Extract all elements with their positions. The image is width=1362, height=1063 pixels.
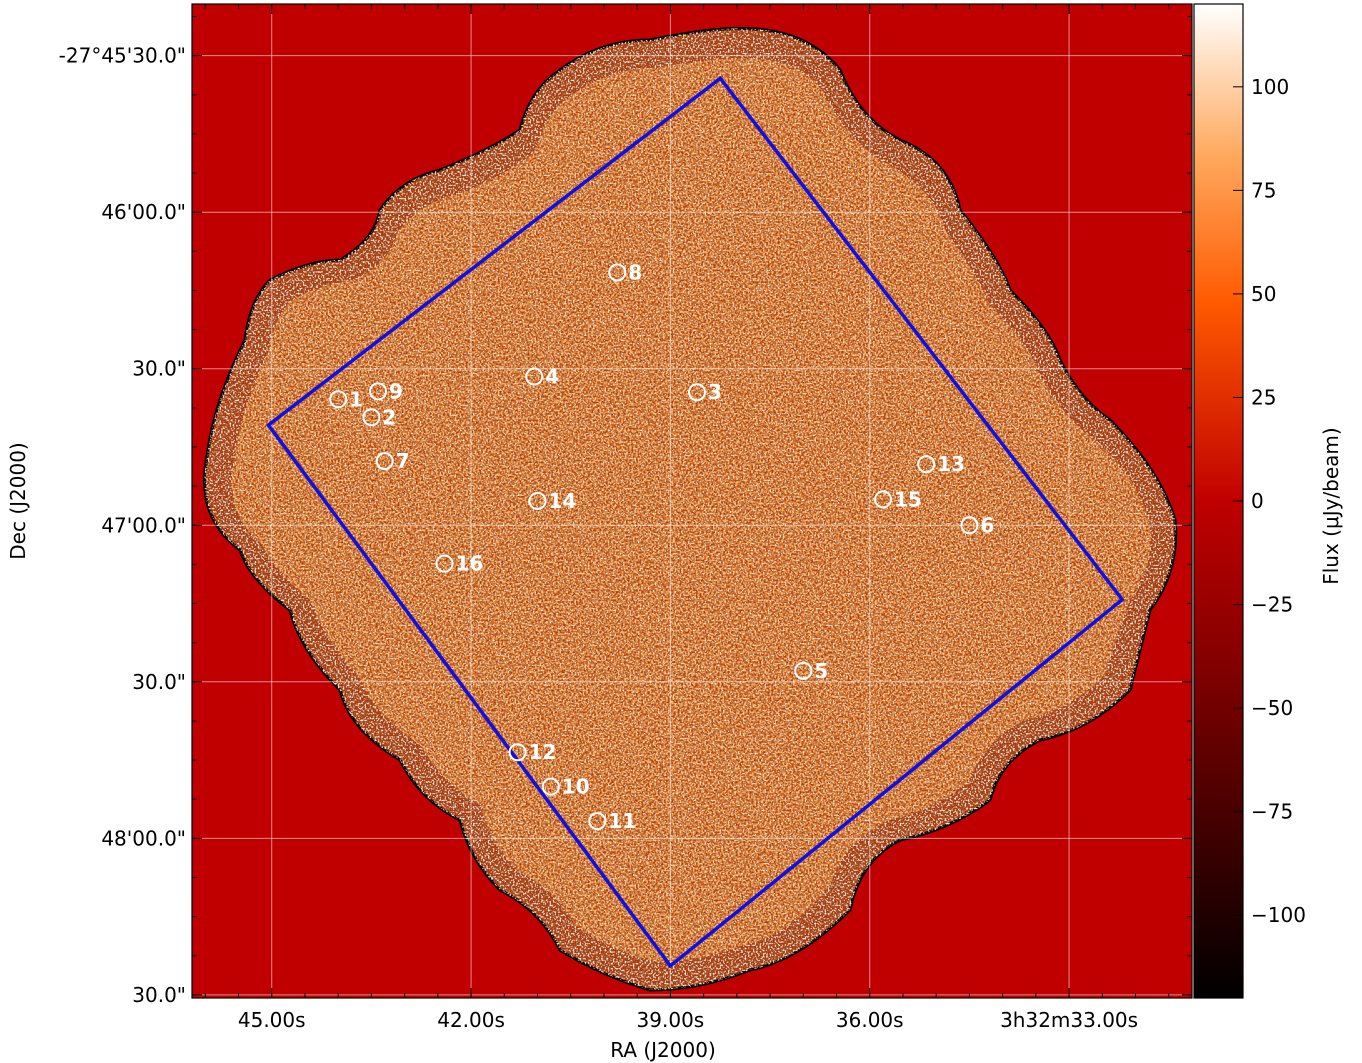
source-label-12: 12 xyxy=(529,740,557,764)
y-tick-label-3: 47'00.0" xyxy=(101,513,186,537)
source-label-13: 13 xyxy=(937,452,965,476)
source-label-9: 9 xyxy=(389,379,403,403)
colorbar: 100 75 50 25 0 −25 −50 −75 −100 Flux (μJy/beam) xyxy=(1193,3,1343,999)
colorbar-tick-label-5: −25 xyxy=(1251,593,1293,617)
x-tick-label-2: 39.00s xyxy=(637,1008,705,1032)
source-marker-3 xyxy=(687,383,706,402)
y-axis-label: Dec (J2000) xyxy=(6,442,30,559)
colorbar-tick-label-2: 50 xyxy=(1251,282,1276,306)
y-tick-label-2: 30.0" xyxy=(132,357,186,381)
x-tick-label-1: 42.00s xyxy=(437,1008,505,1032)
colorbar-tick-label-0: 100 xyxy=(1251,75,1289,99)
source-label-6: 6 xyxy=(980,513,994,537)
source-marker-13 xyxy=(917,455,936,474)
colorbar-ticks: 100 75 50 25 0 −25 −50 −75 −100 xyxy=(1233,75,1306,927)
colorbar-tick-label-1: 75 xyxy=(1251,178,1276,202)
source-marker-12 xyxy=(508,743,527,762)
source-marker-8 xyxy=(608,263,627,282)
colorbar-tick-label-8: −100 xyxy=(1251,903,1306,927)
source-label-7: 7 xyxy=(396,449,410,473)
source-marker-4 xyxy=(525,367,544,386)
coordinate-grid xyxy=(192,4,1192,998)
colorbar-tick-label-7: −75 xyxy=(1251,800,1293,824)
source-label-15: 15 xyxy=(894,487,922,511)
source-marker-14 xyxy=(528,492,547,510)
source-marker-15 xyxy=(874,490,893,509)
source-label-2: 2 xyxy=(382,405,396,429)
x-axis-ticks: 45.00s 42.00s 39.00s 36.00s 3h32m33.00s xyxy=(204,4,1170,1032)
y-tick-label-6: 30.0" xyxy=(132,983,186,1007)
source-label-5: 5 xyxy=(814,659,828,683)
colorbar-tick-label-3: 25 xyxy=(1251,385,1276,409)
source-label-11: 11 xyxy=(608,809,636,833)
source-marker-6 xyxy=(960,516,979,535)
y-tick-label-5: 48'00.0" xyxy=(101,826,186,850)
y-axis-ticks: -27°45'30.0"46'00.0"30.0"47'00.0"30.0"48… xyxy=(59,16,1192,1007)
y-tick-label-0: -27°45'30.0" xyxy=(59,44,186,68)
source-marker-11 xyxy=(588,812,607,831)
source-marker-1 xyxy=(329,390,348,409)
x-tick-label-4: 3h32m33.00s xyxy=(1000,1008,1138,1032)
source-label-16: 16 xyxy=(455,552,483,576)
source-label-4: 4 xyxy=(545,365,559,389)
source-label-3: 3 xyxy=(708,380,722,404)
source-marker-9 xyxy=(369,382,388,401)
x-axis-label: RA (J2000) xyxy=(610,1038,716,1062)
y-tick-label-4: 30.0" xyxy=(132,670,186,694)
x-tick-label-3: 36.00s xyxy=(836,1008,904,1032)
plot-frame xyxy=(191,3,1193,999)
survey-footprint-outline xyxy=(265,75,1125,969)
y-tick-label-1: 46'00.0" xyxy=(101,200,186,224)
source-marker-16 xyxy=(435,554,454,573)
source-label-10: 10 xyxy=(562,775,590,799)
source-marker-7 xyxy=(375,452,394,471)
source-label-1: 1 xyxy=(349,387,363,411)
source-label-14: 14 xyxy=(549,489,577,513)
source-marker-2 xyxy=(362,408,381,427)
x-tick-label-0: 45.00s xyxy=(238,1008,306,1032)
coverage-region xyxy=(202,26,1178,992)
coverage-inner-noise xyxy=(231,58,1151,962)
colorbar-tick-label-6: −50 xyxy=(1251,696,1293,720)
colorbar-tick-label-4: 0 xyxy=(1251,489,1264,513)
colorbar-label: Flux (μJy/beam) xyxy=(1319,427,1343,584)
source-label-8: 8 xyxy=(628,260,642,284)
source-marker-5 xyxy=(794,661,813,680)
source-marker-10 xyxy=(541,777,560,796)
